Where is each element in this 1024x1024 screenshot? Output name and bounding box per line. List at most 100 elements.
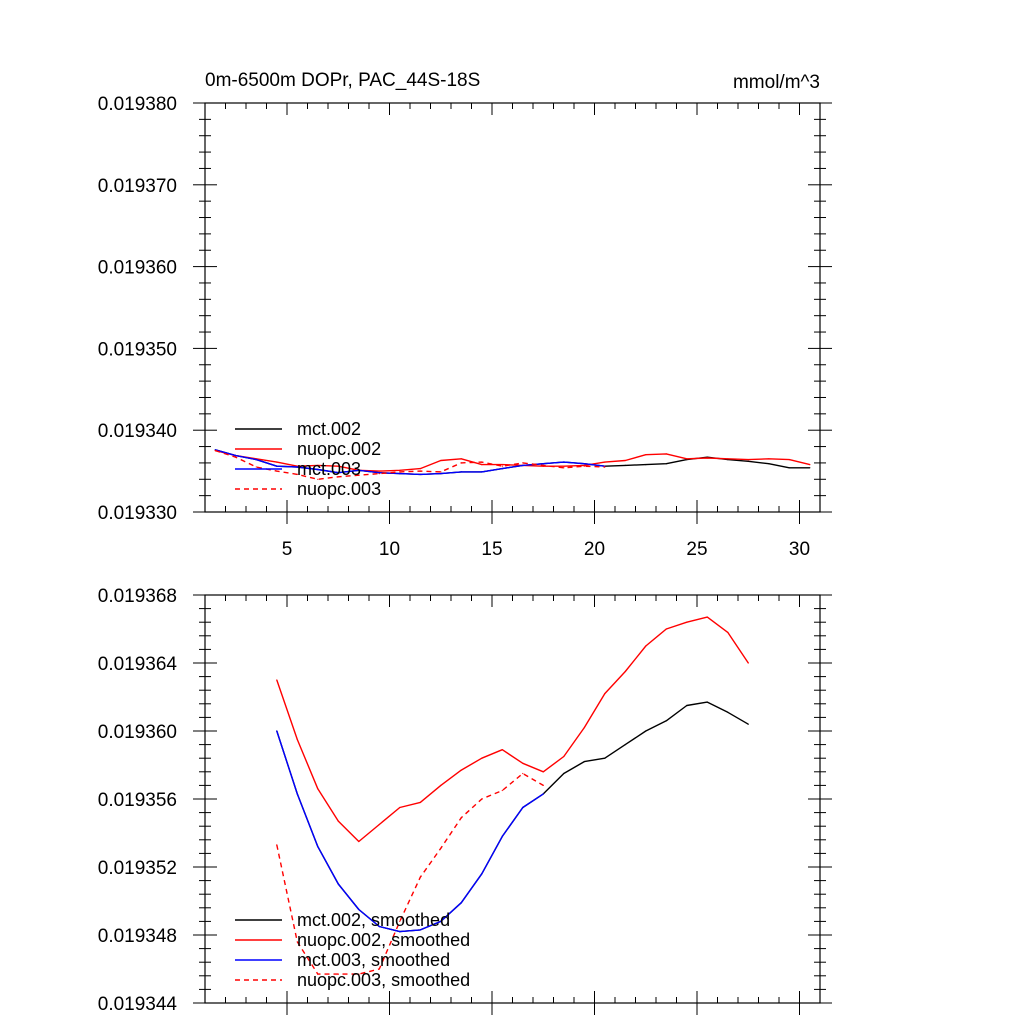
series-line-3 xyxy=(276,730,544,933)
series-3-point xyxy=(563,461,565,463)
x-tick-label: 20 xyxy=(584,539,605,560)
series-1-point xyxy=(665,463,667,465)
series-3-point xyxy=(337,472,339,474)
series-3-point xyxy=(235,455,237,457)
series-2-point xyxy=(399,469,401,471)
legend-label: nuopc.003 xyxy=(297,479,381,499)
bottom-plot-frame xyxy=(204,594,821,1004)
series-2-point xyxy=(358,840,360,843)
series-2-point xyxy=(624,670,626,673)
series-2-point xyxy=(645,645,647,647)
series-3-point xyxy=(542,463,544,465)
series-4-point xyxy=(378,473,380,475)
series-line-3 xyxy=(215,449,605,476)
series-2-point xyxy=(604,693,606,695)
series-3-point xyxy=(542,793,544,795)
series-3-point xyxy=(358,908,360,911)
series-2-point xyxy=(665,453,667,455)
top-axis-ticks xyxy=(193,102,832,524)
y-tick-label: 0.019330 xyxy=(98,503,177,524)
x-tick-label: 30 xyxy=(789,539,810,560)
series-1-point xyxy=(645,464,647,466)
series-4-point xyxy=(296,473,298,475)
series-4-point xyxy=(501,789,503,792)
series-3-point xyxy=(358,469,360,471)
series-3-point xyxy=(481,873,483,875)
legend-label: nuopc.002, smoothed xyxy=(297,930,470,950)
series-3-point xyxy=(276,730,278,732)
series-3-point xyxy=(255,459,257,461)
series-4-point xyxy=(481,798,483,800)
series-3-point xyxy=(296,793,298,795)
series-2-point xyxy=(768,458,770,460)
series-3-point xyxy=(501,468,503,470)
series-2-point xyxy=(419,801,421,804)
series-2-point xyxy=(337,465,339,467)
series-2-point xyxy=(809,464,811,466)
series-3-point xyxy=(378,472,380,474)
series-3-point xyxy=(481,471,483,473)
series-4-point xyxy=(296,941,298,943)
top-tick-labels: 5 10 15 20 25 30 0.019330 0.019340 0.019350 0.019… xyxy=(98,94,810,560)
series-4-point xyxy=(358,474,360,476)
series-line-2 xyxy=(215,449,810,472)
series-3-point xyxy=(419,929,421,931)
x-tick-label: 15 xyxy=(481,539,502,560)
series-line-4 xyxy=(215,449,605,480)
series-3-point xyxy=(378,925,380,928)
y-tick-label: 0.019356 xyxy=(98,790,177,811)
series-4-point xyxy=(255,466,257,468)
y-tick-label: 0.019380 xyxy=(98,94,177,115)
legend-label: nuopc.002 xyxy=(297,439,381,459)
series-2-point xyxy=(583,727,585,729)
y-tick-label: 0.019340 xyxy=(98,421,177,442)
legend-label: mct.002, smoothed xyxy=(297,910,450,930)
series-3-point xyxy=(399,473,401,475)
series-2-point xyxy=(419,468,421,470)
y-tick-label: 0.019350 xyxy=(98,339,177,360)
series-1-point xyxy=(645,730,647,732)
series-4-point xyxy=(501,465,503,467)
y-tick-label: 0.019368 xyxy=(98,586,177,607)
series-4-point xyxy=(378,968,380,970)
series-4-point xyxy=(337,973,339,975)
series-2-point xyxy=(399,806,401,809)
series-4-point xyxy=(563,467,565,469)
series-1-point xyxy=(686,704,688,707)
series-3-point xyxy=(460,902,462,904)
series-3-point xyxy=(419,473,421,475)
series-2-point xyxy=(440,784,442,787)
legend-label: mct.002 xyxy=(297,419,361,439)
series-2-point xyxy=(276,679,278,681)
series-4-point xyxy=(399,471,401,473)
series-2-point xyxy=(337,820,339,822)
series-4-point xyxy=(460,817,462,819)
series-2-point xyxy=(686,458,688,460)
series-1-point xyxy=(747,460,749,462)
series-2-point xyxy=(706,616,708,618)
top-plot-frame xyxy=(204,102,821,513)
series-4-point xyxy=(276,470,278,472)
series-3-point xyxy=(337,883,339,885)
series-4-point xyxy=(440,471,442,473)
series-1-point xyxy=(768,463,770,465)
series-1-point xyxy=(624,744,626,746)
bottom-series xyxy=(276,616,749,975)
series-4-point xyxy=(358,973,360,975)
series-1-point xyxy=(665,720,667,722)
series-2-point xyxy=(747,662,749,664)
series-2-point xyxy=(501,464,503,466)
series-3-point xyxy=(399,931,401,933)
x-tick-label: 5 xyxy=(282,539,293,560)
series-4-point xyxy=(604,466,606,468)
series-4-point xyxy=(522,462,524,464)
series-line-4 xyxy=(276,772,544,975)
series-4-point xyxy=(583,465,585,467)
series-3-point xyxy=(522,464,524,466)
units-label: mmol/m^3 xyxy=(733,72,820,93)
series-4-point xyxy=(481,461,483,463)
series-2-point xyxy=(317,788,319,790)
series-2-point xyxy=(604,461,606,463)
series-2-point xyxy=(665,628,667,630)
series-1-point xyxy=(809,467,811,469)
